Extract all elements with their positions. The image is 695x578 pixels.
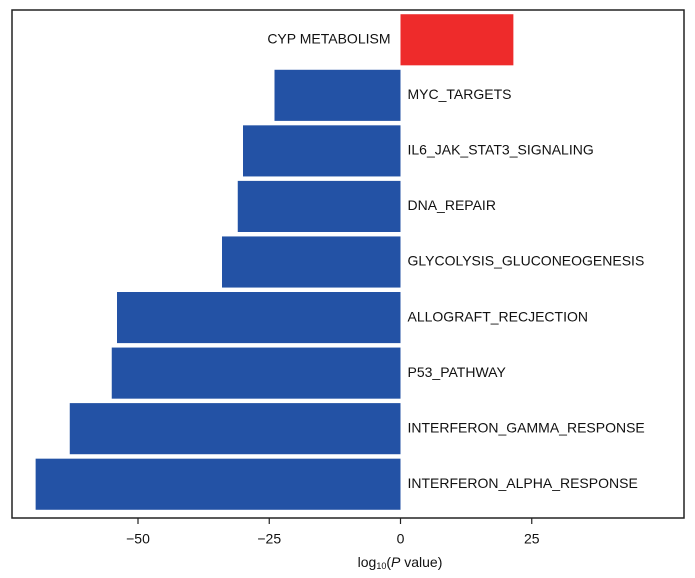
x-label-rest: value): [400, 554, 442, 570]
category-label: P53_PATHWAY: [408, 364, 507, 380]
category-label: INTERFERON_GAMMA_RESPONSE: [408, 419, 645, 435]
x-axis-label: log10(P value): [358, 554, 443, 572]
bar: [274, 69, 401, 121]
x-tick-label: 25: [524, 531, 540, 547]
category-label: ALLOGRAFT_RECJECTION: [408, 308, 588, 324]
plot-frame: [11, 9, 685, 519]
x-label-subscript: 10: [376, 561, 386, 571]
bar: [400, 14, 514, 66]
bar: [69, 403, 401, 455]
x-label-italic: P: [391, 554, 401, 570]
category-label: IL6_JAK_STAT3_SIGNALING: [408, 142, 594, 158]
category-label: GLYCOLYSIS_GLUCONEOGENESIS: [408, 253, 645, 269]
bar: [111, 347, 401, 399]
bar: [237, 180, 401, 232]
bar: [35, 458, 401, 510]
category-label: CYP METABOLISM: [267, 30, 390, 46]
x-label-base: log: [358, 554, 377, 570]
x-label-open: (: [386, 554, 391, 570]
category-label: DNA_REPAIR: [408, 197, 496, 213]
bar: [117, 292, 401, 344]
x-tick-label: 0: [397, 531, 405, 547]
category-label: MYC_TARGETS: [408, 86, 512, 102]
category-label: INTERFERON_ALPHA_RESPONSE: [408, 475, 638, 491]
bar: [222, 236, 401, 288]
x-tick-label: −50: [126, 531, 150, 547]
bar: [243, 125, 401, 177]
x-tick-label: −25: [257, 531, 281, 547]
